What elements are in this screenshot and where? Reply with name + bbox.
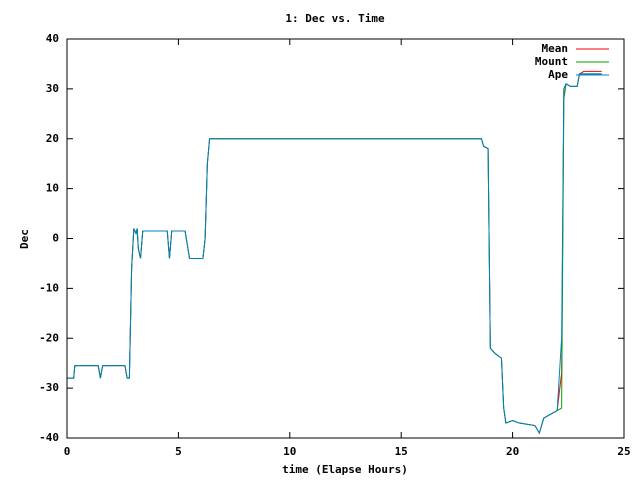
x-tick-label: 15 bbox=[395, 445, 408, 458]
y-tick-label: 40 bbox=[46, 32, 59, 45]
y-tick-label: 20 bbox=[46, 132, 59, 145]
y-tick-label: -20 bbox=[39, 331, 59, 344]
y-tick-label: 30 bbox=[46, 82, 59, 95]
y-tick-label: -40 bbox=[39, 431, 59, 444]
y-tick-label: 10 bbox=[46, 182, 59, 195]
chart-title: 1: Dec vs. Time bbox=[285, 12, 385, 25]
x-axis-label: time (Elapse Hours) bbox=[282, 463, 408, 476]
legend-label: Mean bbox=[542, 42, 569, 55]
y-tick-label: 0 bbox=[52, 232, 59, 245]
y-tick-label: -30 bbox=[39, 381, 59, 394]
y-tick-label: -10 bbox=[39, 281, 59, 294]
x-tick-label: 5 bbox=[175, 445, 182, 458]
x-tick-label: 20 bbox=[506, 445, 519, 458]
y-axis-label: Dec bbox=[18, 229, 31, 249]
legend-label: Mount bbox=[535, 55, 568, 68]
series-line bbox=[67, 73, 602, 435]
x-tick-label: 25 bbox=[617, 445, 630, 458]
x-tick-label: 10 bbox=[283, 445, 296, 458]
legend-label: Ape bbox=[548, 68, 568, 81]
plot-border bbox=[66, 38, 625, 439]
x-tick-label: 0 bbox=[64, 445, 71, 458]
